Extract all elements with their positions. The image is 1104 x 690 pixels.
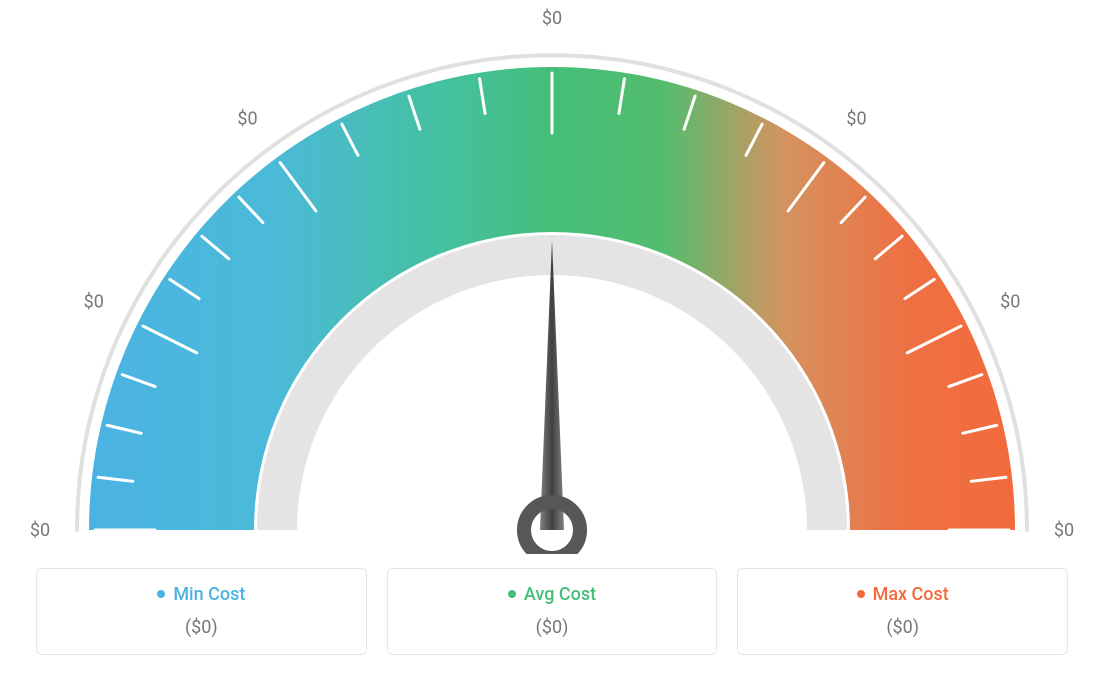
legend-label-line: Max Cost [857, 584, 949, 605]
legend-label: Max Cost [873, 584, 949, 605]
gauge-chart: $0 $0 $0 $0 $0 $0 $0 [0, 0, 1104, 554]
svg-text:$0: $0 [30, 520, 50, 541]
legend-card-avg: Avg Cost ($0) [387, 568, 718, 655]
svg-text:$0: $0 [846, 108, 866, 129]
legend-card-max: Max Cost ($0) [737, 568, 1068, 655]
svg-text:$0: $0 [84, 292, 104, 313]
dot-icon [508, 590, 516, 598]
svg-text:$0: $0 [1054, 520, 1074, 541]
svg-text:$0: $0 [1000, 292, 1020, 313]
legend-label-line: Min Cost [157, 584, 245, 605]
dot-icon [157, 590, 165, 598]
svg-text:$0: $0 [542, 8, 562, 29]
gauge-area: $0 $0 $0 $0 $0 $0 $0 [0, 0, 1104, 554]
cost-gauge-widget: $0 $0 $0 $0 $0 $0 $0 Min Cost ($0) Avg Cost ($… [0, 0, 1104, 690]
svg-text:$0: $0 [237, 108, 257, 129]
legend-card-min: Min Cost ($0) [36, 568, 367, 655]
legend-value: ($0) [748, 617, 1057, 638]
legend-value: ($0) [398, 617, 707, 638]
legend-label: Min Cost [173, 584, 245, 605]
legend-label: Avg Cost [524, 584, 596, 605]
legend-label-line: Avg Cost [508, 584, 596, 605]
legend-row: Min Cost ($0) Avg Cost ($0) Max Cost ($0… [0, 568, 1104, 655]
legend-value: ($0) [47, 617, 356, 638]
dot-icon [857, 590, 865, 598]
